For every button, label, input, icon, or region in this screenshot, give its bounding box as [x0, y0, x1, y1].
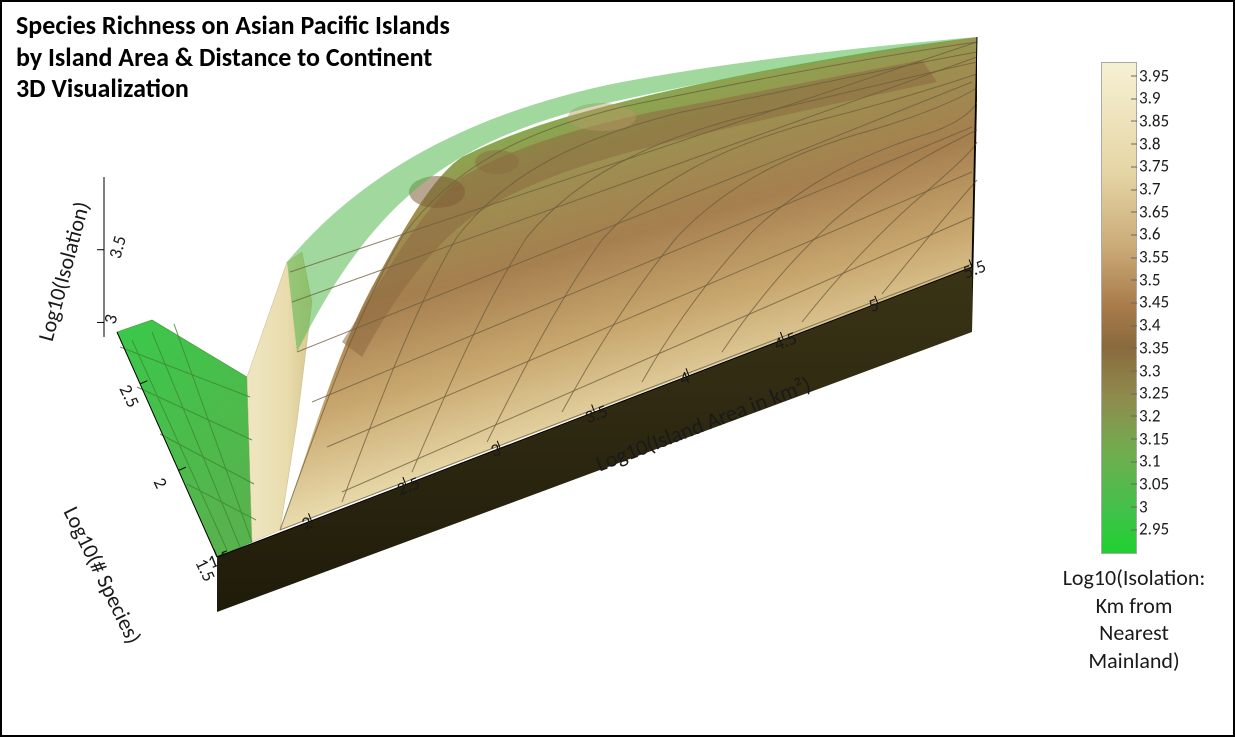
colorbar-tick: 3.1	[1139, 451, 1161, 472]
colorbar-tick: 3.75	[1139, 156, 1169, 177]
colorbar-tick: 3	[1139, 496, 1148, 517]
green-plateau	[117, 320, 252, 557]
colorbar: 3.953.93.853.83.753.73.653.63.553.53.453…	[1059, 62, 1209, 674]
colorbar-tick: 3.8	[1139, 133, 1161, 154]
colorbar-title-line: Log10(Isolation:	[1059, 564, 1209, 592]
colorbar-tick: 3.35	[1139, 337, 1169, 358]
colorbar-gradient	[1101, 62, 1137, 554]
colorbar-tick: 3.65	[1139, 201, 1169, 222]
colorbar-tick: 3.5	[1139, 269, 1161, 290]
colorbar-tick: 3.95	[1139, 65, 1169, 86]
colorbar-tick: 3.6	[1139, 224, 1161, 245]
colorbar-tick: 3.15	[1139, 428, 1169, 449]
colorbar-title-line: Km from	[1059, 592, 1209, 620]
colorbar-tick: 3.85	[1139, 110, 1169, 131]
colorbar-tick: 3.2	[1139, 405, 1161, 426]
colorbar-tick: 3.9	[1139, 88, 1161, 109]
colorbar-tick: 3.3	[1139, 360, 1161, 381]
colorbar-tick: 2.95	[1139, 519, 1169, 540]
colorbar-title: Log10(Isolation: Km from Nearest Mainlan…	[1059, 564, 1209, 674]
colorbar-title-line: Nearest	[1059, 619, 1209, 647]
figure-frame: Species Richness on Asian Pacific Island…	[0, 0, 1235, 737]
colorbar-tick: 3.55	[1139, 247, 1169, 268]
colorbar-title-line: Mainland)	[1059, 647, 1209, 675]
colorbar-ticks: 3.953.93.853.83.753.73.653.63.553.53.453…	[1139, 62, 1209, 552]
colorbar-tick: 3.7	[1139, 179, 1161, 200]
colorbar-tick: 3.4	[1139, 315, 1161, 336]
surface-plot: Log10(Island Area in km²) Log10(# Specie…	[42, 2, 1042, 702]
surface-svg	[42, 2, 1042, 702]
colorbar-tick: 3.45	[1139, 292, 1169, 313]
colorbar-tick: 3.25	[1139, 383, 1169, 404]
colorbar-tick: 3.05	[1139, 473, 1169, 494]
